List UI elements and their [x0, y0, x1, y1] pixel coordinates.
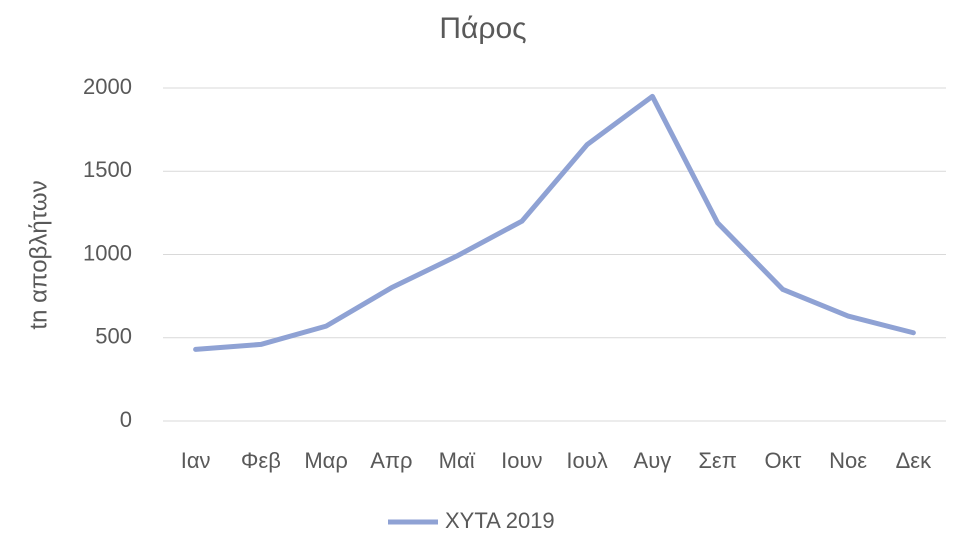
x-tick-label: Δεκ — [896, 448, 933, 473]
x-tick-label: Μαρ — [304, 448, 348, 473]
x-tick-label: Φεβ — [241, 448, 281, 473]
y-tick-label: 1000 — [83, 240, 132, 265]
line — [193, 93, 916, 352]
x-tick-label: Ιουν — [501, 448, 542, 473]
x-tick-label: Νοε — [829, 448, 867, 473]
legend-label: ΧΥΤΑ 2019 — [445, 508, 555, 533]
x-tick-label: Ιαν — [181, 448, 211, 473]
y-axis-label: tn αποβλήτων — [25, 180, 52, 329]
x-tick-label: Απρ — [370, 448, 412, 473]
x-tick-label: Μαϊ — [439, 448, 476, 473]
x-tick-label: Αυγ — [634, 448, 672, 473]
y-tick-label: 500 — [95, 324, 132, 349]
chart-title: Πάρος — [439, 12, 526, 45]
x-tick-label: Ιουλ — [566, 448, 607, 473]
y-tick-label: 1500 — [83, 157, 132, 182]
x-tick-label: Οκτ — [764, 448, 801, 473]
y-tick-label: 2000 — [83, 74, 132, 99]
y-tick-label: 0 — [120, 407, 132, 432]
x-tick-label: Σεπ — [698, 448, 737, 473]
